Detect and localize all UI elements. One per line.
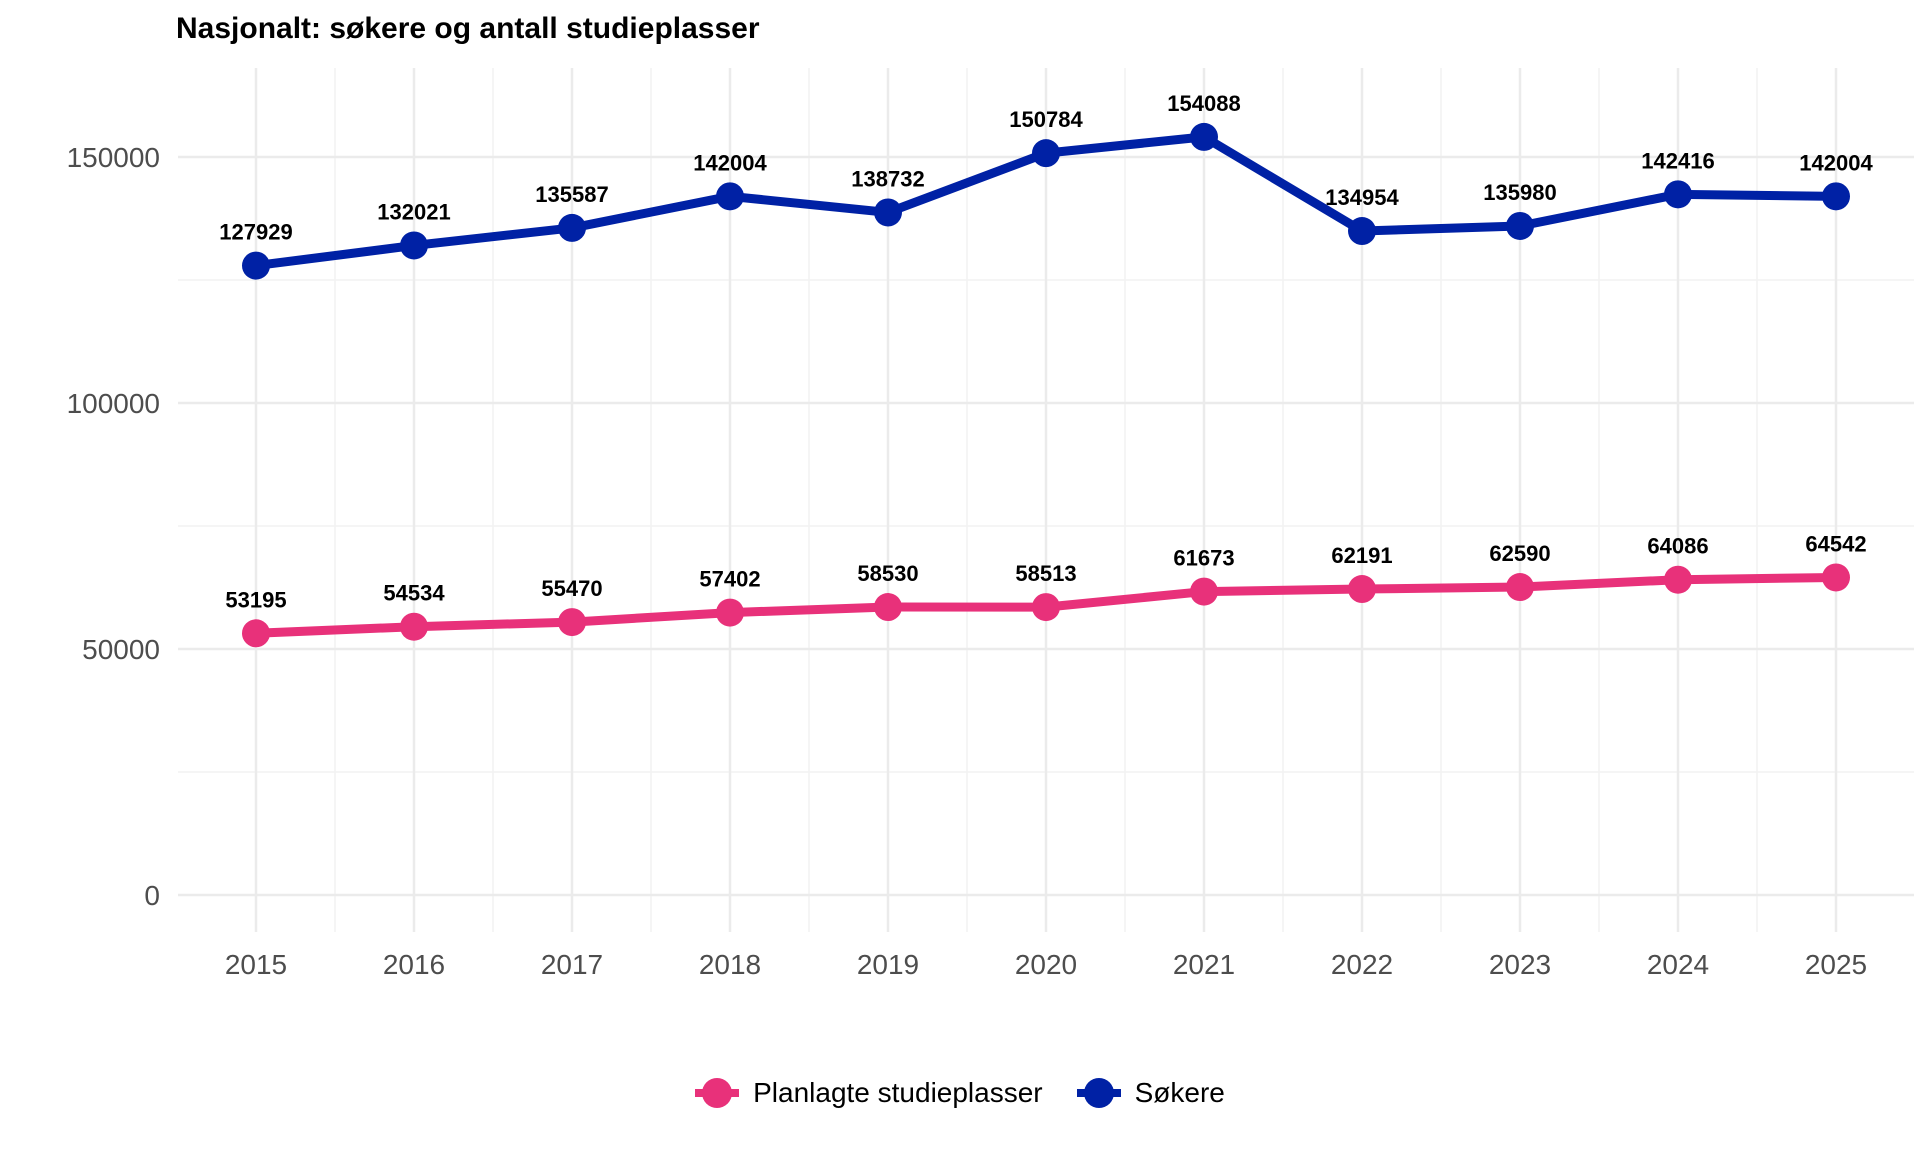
data-label-planlagte-studieplasser: 61673 bbox=[1173, 546, 1234, 571]
series-layer bbox=[242, 122, 1850, 648]
x-tick-label: 2021 bbox=[1173, 949, 1235, 980]
legend-item-s-kere: Søkere bbox=[1076, 1076, 1225, 1110]
x-tick-label: 2022 bbox=[1331, 949, 1393, 980]
x-tick-label: 2018 bbox=[699, 949, 761, 980]
x-tick-label: 2023 bbox=[1489, 949, 1551, 980]
legend-key-s-kere bbox=[1076, 1076, 1121, 1110]
chart-title: Nasjonalt: søkere og antall studieplasse… bbox=[176, 12, 760, 45]
data-label-s-kere: 142004 bbox=[1799, 150, 1873, 175]
data-point-s-kere bbox=[1348, 217, 1376, 246]
data-point-s-kere bbox=[1190, 122, 1218, 151]
data-point-planlagte-studieplasser bbox=[1822, 563, 1850, 592]
data-point-planlagte-studieplasser bbox=[558, 608, 586, 637]
data-point-s-kere bbox=[400, 231, 428, 260]
data-point-planlagte-studieplasser bbox=[716, 598, 744, 627]
x-tick-label: 2024 bbox=[1647, 949, 1709, 980]
data-label-planlagte-studieplasser: 62191 bbox=[1331, 543, 1392, 568]
data-point-planlagte-studieplasser bbox=[1506, 573, 1534, 602]
data-point-s-kere bbox=[1032, 139, 1060, 168]
x-tick-label: 2015 bbox=[225, 949, 287, 980]
data-label-planlagte-studieplasser: 57402 bbox=[699, 567, 760, 592]
legend-key-planlagte-studieplasser bbox=[695, 1076, 740, 1110]
data-point-s-kere bbox=[716, 182, 744, 211]
y-tick-label: 50000 bbox=[82, 634, 160, 665]
y-tick-label: 100000 bbox=[67, 388, 160, 419]
data-point-s-kere bbox=[558, 213, 586, 242]
data-point-planlagte-studieplasser bbox=[1664, 565, 1692, 594]
legend-item-planlagte-studieplasser: Planlagte studieplasser bbox=[695, 1076, 1043, 1110]
x-tick-label: 2019 bbox=[857, 949, 919, 980]
data-point-s-kere bbox=[242, 251, 270, 280]
data-label-planlagte-studieplasser: 53195 bbox=[225, 587, 286, 612]
data-point-planlagte-studieplasser bbox=[1348, 575, 1376, 604]
data-label-planlagte-studieplasser: 64542 bbox=[1805, 531, 1866, 556]
data-point-planlagte-studieplasser bbox=[1190, 577, 1218, 606]
data-label-s-kere: 150784 bbox=[1009, 107, 1083, 132]
data-label-s-kere: 127929 bbox=[219, 220, 292, 245]
data-label-planlagte-studieplasser: 64086 bbox=[1647, 534, 1708, 559]
x-tick-label: 2017 bbox=[541, 949, 603, 980]
data-label-s-kere: 135980 bbox=[1483, 180, 1556, 205]
data-point-planlagte-studieplasser bbox=[1032, 593, 1060, 622]
data-label-planlagte-studieplasser: 62590 bbox=[1489, 541, 1550, 566]
data-point-planlagte-studieplasser bbox=[400, 612, 428, 641]
x-tick-label: 2025 bbox=[1805, 949, 1867, 980]
legend: Planlagte studieplasser Søkere bbox=[0, 1076, 1920, 1110]
data-point-s-kere bbox=[874, 198, 902, 227]
x-axis-tick-labels: 2015 2016 2017 2018 2019 2020 2021 2022 2023 2024… bbox=[225, 949, 1867, 980]
y-axis-tick-labels: 0 50000 100000 150000 bbox=[67, 142, 160, 911]
data-label-s-kere: 132021 bbox=[377, 199, 450, 224]
data-label-s-kere: 134954 bbox=[1325, 185, 1399, 210]
legend-label: Planlagte studieplasser bbox=[753, 1077, 1043, 1108]
data-label-layer: 127929 132021 135587 142004 138732 150784 1540… bbox=[219, 91, 1873, 612]
data-label-s-kere: 142416 bbox=[1641, 148, 1714, 173]
x-tick-label: 2016 bbox=[383, 949, 445, 980]
data-label-planlagte-studieplasser: 58513 bbox=[1015, 561, 1076, 586]
data-label-planlagte-studieplasser: 55470 bbox=[541, 576, 602, 601]
data-point-s-kere bbox=[1822, 182, 1850, 211]
y-tick-label: 150000 bbox=[67, 142, 160, 173]
data-point-s-kere bbox=[1664, 180, 1692, 209]
data-label-s-kere: 154088 bbox=[1167, 91, 1240, 116]
y-tick-label: 0 bbox=[144, 880, 160, 911]
data-label-planlagte-studieplasser: 54534 bbox=[383, 581, 445, 606]
data-label-s-kere: 138732 bbox=[851, 166, 924, 191]
data-label-planlagte-studieplasser: 58530 bbox=[857, 561, 918, 586]
data-label-s-kere: 142004 bbox=[693, 150, 767, 175]
data-point-planlagte-studieplasser bbox=[874, 593, 902, 622]
data-point-planlagte-studieplasser bbox=[242, 619, 270, 648]
x-tick-label: 2020 bbox=[1015, 949, 1077, 980]
data-label-s-kere: 135587 bbox=[535, 182, 608, 207]
legend-label: Søkere bbox=[1134, 1077, 1225, 1108]
data-point-s-kere bbox=[1506, 211, 1534, 240]
